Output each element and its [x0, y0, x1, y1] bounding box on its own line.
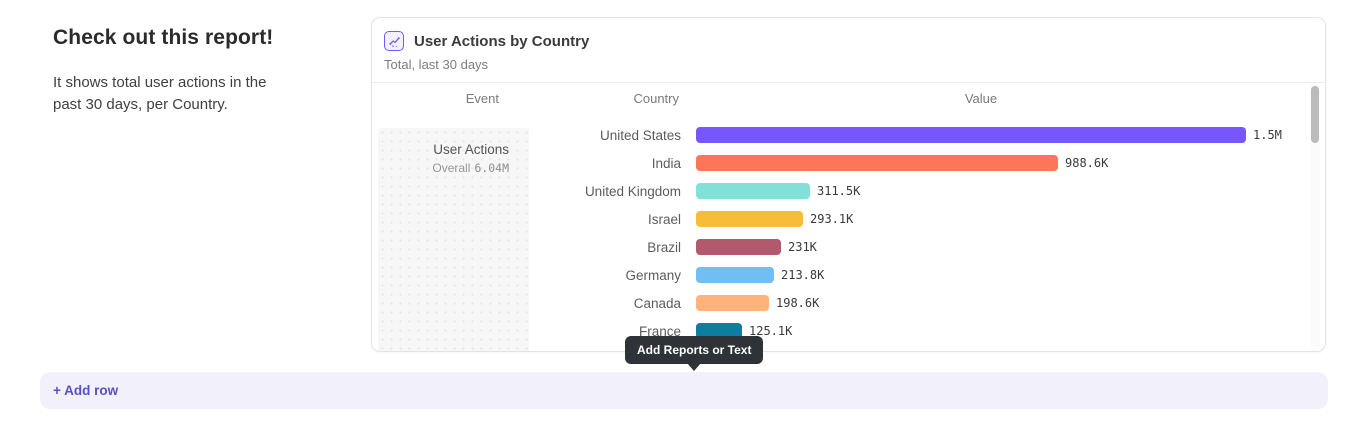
tile-heading: Check out this report!	[53, 26, 274, 49]
column-header-value: Value	[964, 91, 998, 106]
chart-rows: United States 1.5M India 988.6K United K…	[372, 121, 1325, 345]
value-bar[interactable]	[696, 211, 803, 227]
country-label: Brazil	[647, 239, 681, 255]
value-label: 293.1K	[810, 212, 854, 226]
value-bar[interactable]	[696, 127, 1246, 143]
country-label: United Kingdom	[584, 183, 681, 199]
country-label: France	[638, 323, 681, 339]
add-row-button[interactable]: + Add row	[40, 372, 1328, 409]
chart-row: United States 1.5M	[372, 121, 1325, 149]
chart-row: Brazil 231K	[372, 233, 1325, 261]
country-label: India	[651, 155, 681, 171]
chart-row: Canada 198.6K	[372, 289, 1325, 317]
tooltip-label: Add Reports or Text	[637, 343, 752, 357]
add-reports-tooltip: Add Reports or Text	[625, 336, 764, 364]
value-label: 231K	[788, 240, 817, 254]
column-header-country: Country	[633, 91, 679, 106]
add-row-label: + Add row	[53, 383, 119, 398]
country-label: Israel	[647, 211, 681, 227]
overall-label: Overall	[432, 161, 471, 175]
country-label: United States	[599, 127, 681, 143]
value-bar[interactable]	[696, 239, 781, 255]
value-label: 1.5M	[1253, 128, 1282, 142]
event-overall: Overall 6.04M	[378, 161, 509, 175]
value-bar[interactable]	[696, 295, 769, 311]
chart-row: France 125.1K	[372, 317, 1325, 345]
column-headers: Event Country Value	[372, 81, 1325, 121]
scrollbar-track[interactable]	[1310, 83, 1320, 349]
value-label: 213.8K	[781, 268, 825, 282]
value-label: 198.6K	[776, 296, 820, 310]
value-label: 125.1K	[749, 324, 793, 338]
report-title[interactable]: User Actions by Country	[414, 32, 590, 50]
event-cell: User Actions Overall 6.04M	[378, 128, 529, 351]
chart-row: India 988.6K	[372, 149, 1325, 177]
report-subtitle: Total, last 30 days	[384, 57, 489, 72]
bar-chart: Event Country Value User Actions Overall…	[372, 81, 1325, 351]
value-bar[interactable]	[696, 183, 810, 199]
column-header-event: Event	[465, 91, 499, 106]
value-bar[interactable]	[696, 323, 742, 339]
tile-description: It shows total user actions in the past …	[53, 74, 267, 114]
report-card-header: User Actions by Country Total, last 30 d…	[372, 18, 1325, 83]
country-label: Germany	[625, 267, 681, 283]
overall-value: 6.04M	[474, 161, 509, 175]
scrollbar-thumb[interactable]	[1311, 86, 1319, 143]
event-name: User Actions	[433, 142, 509, 157]
value-label: 311.5K	[817, 184, 861, 198]
chart-row: Israel 293.1K	[372, 205, 1325, 233]
text-tile: Check out this report! It shows total us…	[53, 26, 303, 116]
value-label: 988.6K	[1065, 156, 1109, 170]
chart-row: United Kingdom 311.5K	[372, 177, 1325, 205]
chart-row: Germany 213.8K	[372, 261, 1325, 289]
insights-chart-icon	[384, 31, 404, 51]
value-bar[interactable]	[696, 155, 1058, 171]
value-bar[interactable]	[696, 267, 774, 283]
report-card[interactable]: User Actions by Country Total, last 30 d…	[371, 17, 1326, 352]
country-label: Canada	[633, 295, 681, 311]
